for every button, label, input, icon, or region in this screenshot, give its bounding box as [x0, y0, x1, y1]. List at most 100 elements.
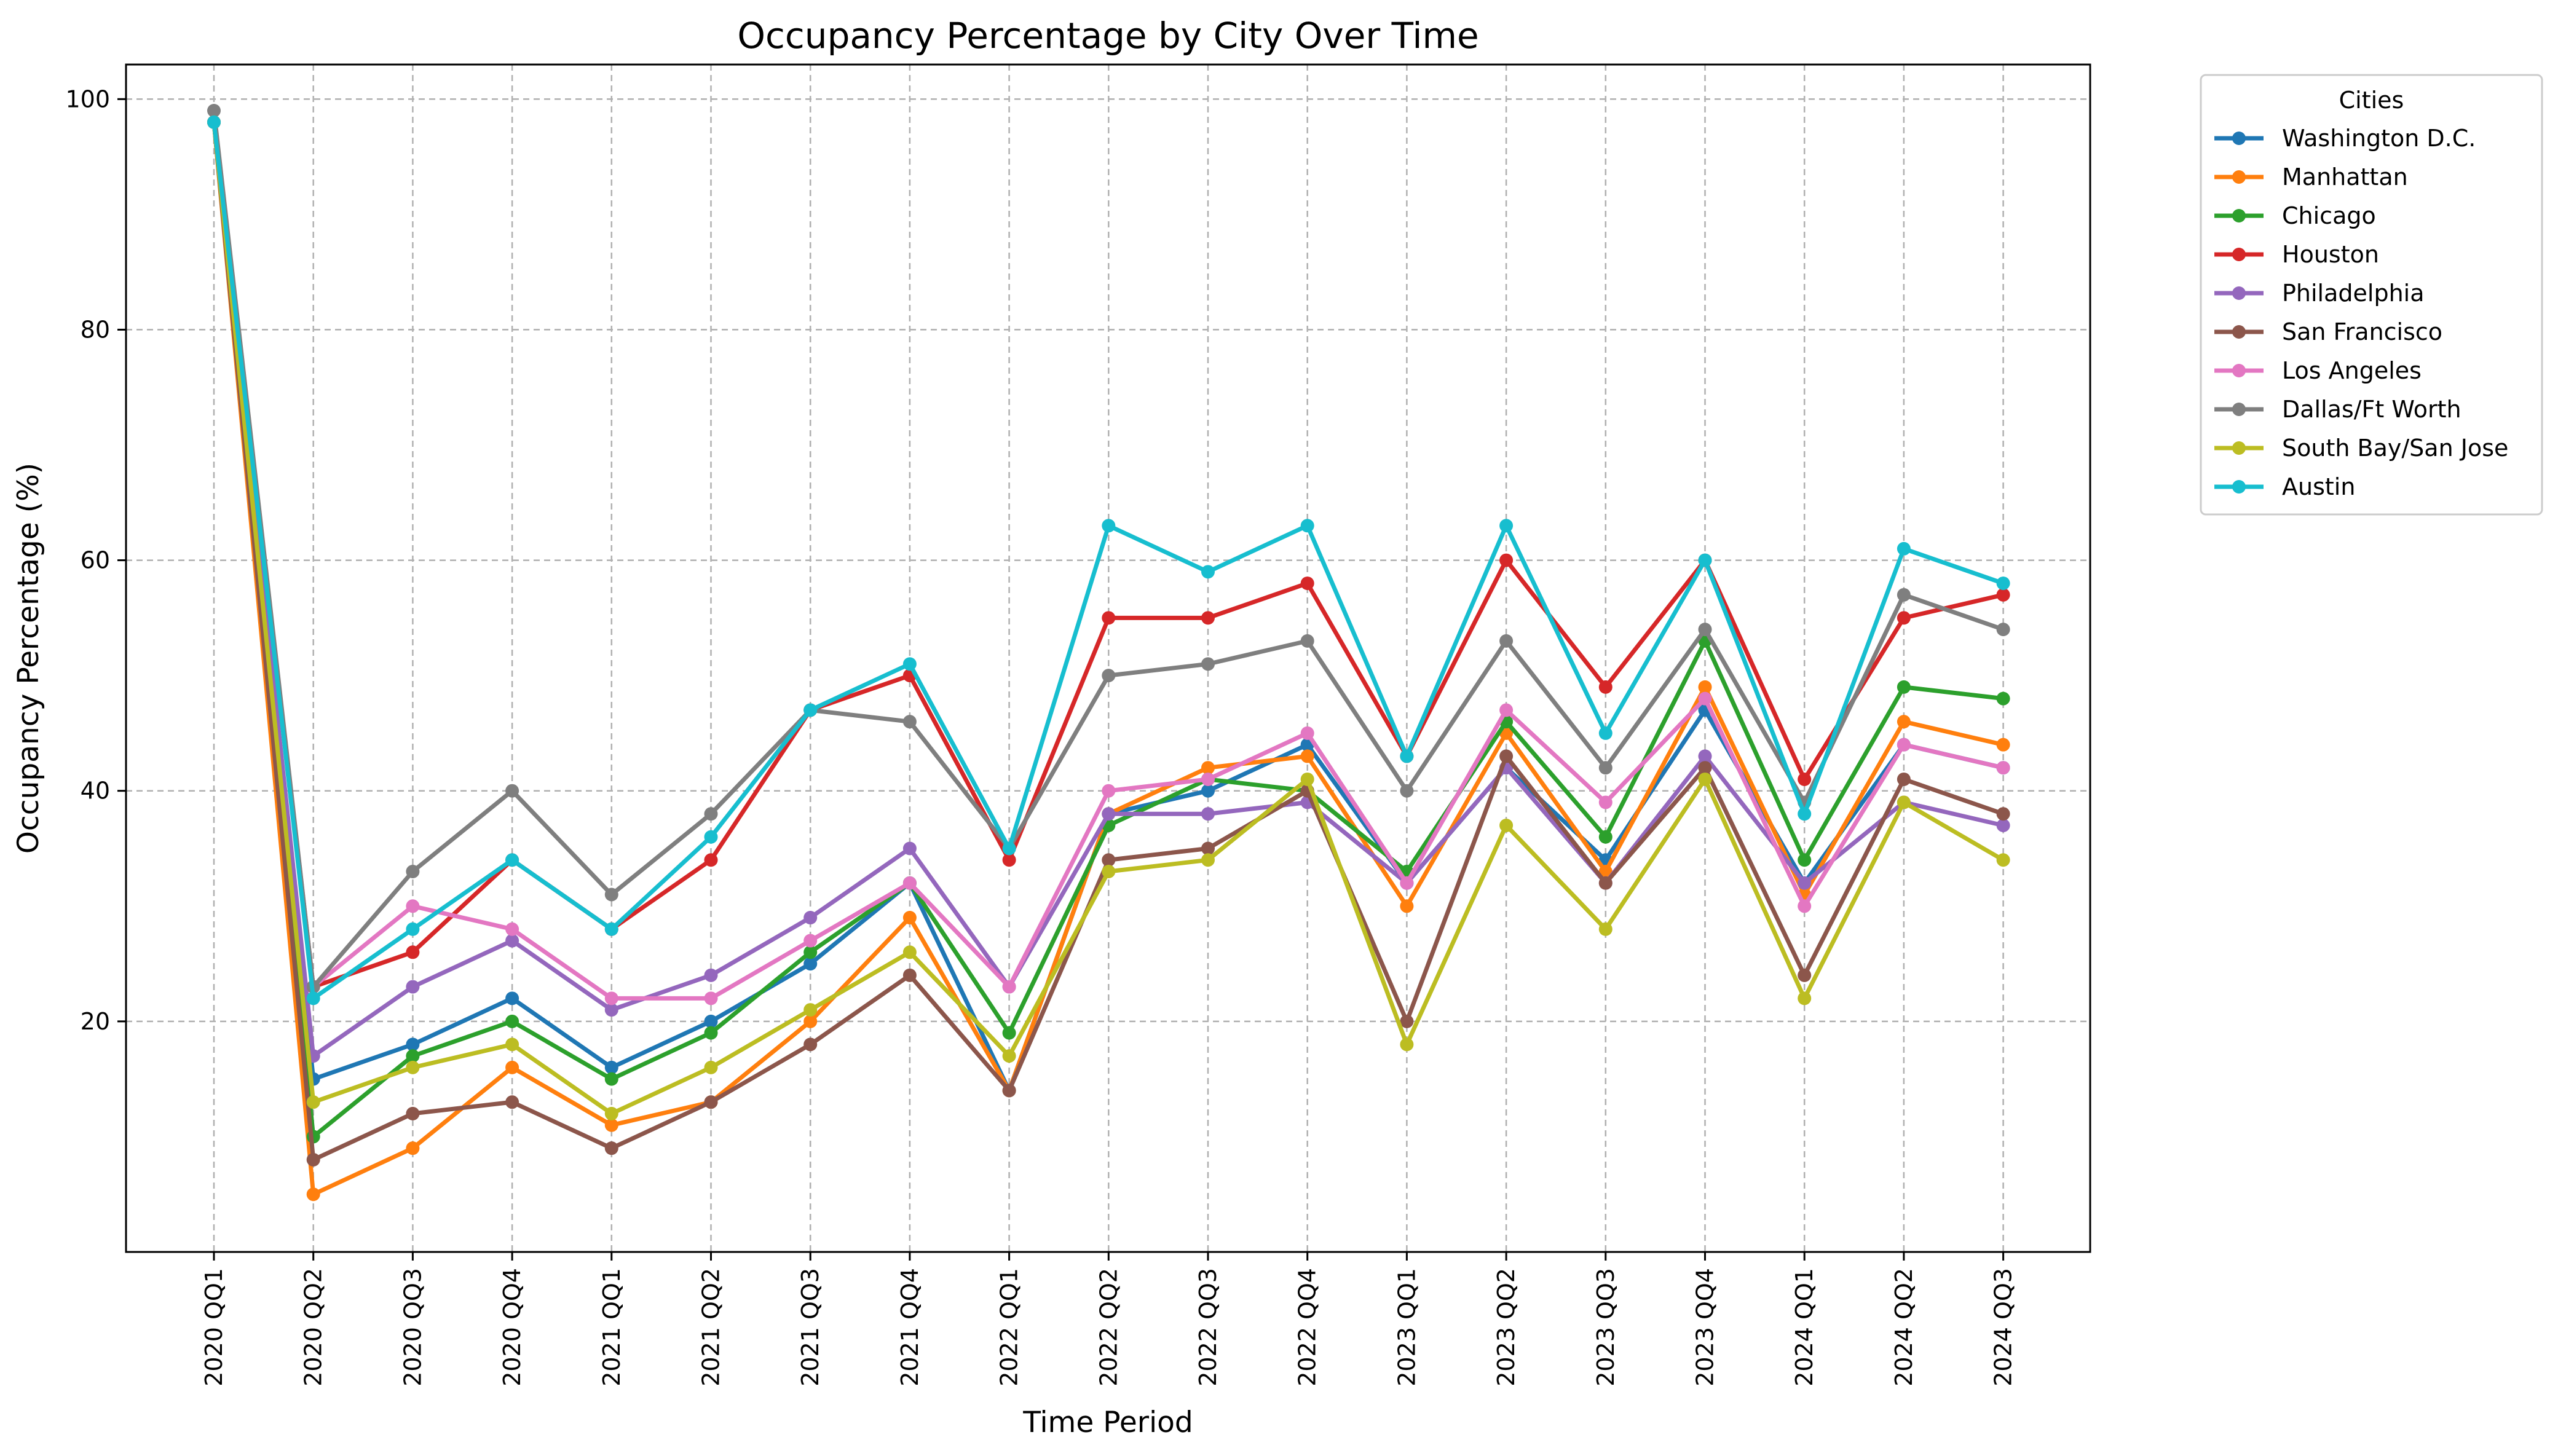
data-point: [1698, 680, 1712, 694]
data-point: [803, 1014, 818, 1028]
data-point: [604, 887, 618, 902]
data-point: [1300, 726, 1314, 740]
data-point: [406, 1049, 420, 1063]
legend-label: Philadelphia: [2282, 280, 2425, 307]
data-point: [1996, 691, 2010, 706]
x-tick-label: 2020 QQ1: [200, 1268, 227, 1387]
legend-item: Chicago: [2214, 202, 2376, 229]
data-point: [1102, 519, 1116, 533]
legend-label: Austin: [2282, 473, 2355, 500]
data-point: [1499, 703, 1514, 717]
data-point: [902, 715, 917, 729]
data-point: [1698, 553, 1712, 567]
data-point: [704, 807, 718, 821]
legend-box: [2200, 74, 2543, 516]
data-point: [1499, 634, 1514, 648]
data-point: [704, 1014, 718, 1028]
data-point: [406, 1037, 420, 1052]
y-axis: 20 40 60 80 100: [65, 85, 126, 1035]
data-point: [1996, 576, 2010, 591]
series-los-angeles: [207, 115, 2010, 1005]
data-point: [1499, 519, 1514, 533]
legend-swatch-marker: [2232, 286, 2246, 300]
data-point: [1400, 1014, 1414, 1028]
data-point: [1897, 611, 1911, 625]
chart-title: Occupancy Percentage by City Over Time: [737, 15, 1478, 57]
x-tick-label: 2020 QQ4: [499, 1268, 526, 1387]
data-point: [1897, 738, 1911, 752]
data-point: [1201, 657, 1215, 671]
data-point: [505, 853, 519, 867]
data-point: [803, 1003, 818, 1017]
legend-label: Manhattan: [2282, 163, 2408, 191]
data-point: [704, 1026, 718, 1040]
data-point: [902, 876, 917, 890]
data-point: [1698, 749, 1712, 763]
data-point: [505, 1014, 519, 1028]
legend-item: Philadelphia: [2214, 280, 2425, 307]
x-tick-label: 2020 QQ2: [300, 1268, 327, 1387]
data-point: [505, 991, 519, 1005]
data-point: [1300, 519, 1314, 533]
x-axis-label: Time Period: [1022, 1406, 1193, 1439]
data-point: [406, 1106, 420, 1120]
data-point: [306, 991, 320, 1005]
y-tick-label: 60: [81, 547, 110, 574]
series-philadelphia: [207, 115, 2010, 1063]
x-tick-label: 2022 QQ2: [1095, 1268, 1122, 1387]
data-point: [704, 830, 718, 844]
data-point: [1598, 922, 1613, 936]
legend-label: Los Angeles: [2282, 357, 2422, 384]
data-point: [1698, 761, 1712, 775]
legend: Cities Washington D.C. Manhattan Chicago Ho…: [2200, 74, 2543, 516]
x-tick-label: 2024 QQ3: [1990, 1268, 2017, 1387]
data-point: [1400, 749, 1414, 763]
data-point: [1201, 841, 1215, 856]
data-point: [803, 957, 818, 971]
data-point: [1400, 899, 1414, 913]
gridlines: [126, 65, 2090, 1252]
legend-label: Washington D.C.: [2282, 125, 2476, 152]
data-point: [1201, 807, 1215, 821]
legend-swatch-marker: [2232, 209, 2246, 222]
data-point: [1300, 576, 1314, 591]
data-point: [1996, 623, 2010, 637]
data-point: [604, 922, 618, 936]
data-point: [1698, 623, 1712, 637]
data-point: [1598, 680, 1613, 694]
x-tick-label: 2021 QQ4: [896, 1268, 923, 1387]
data-point: [902, 657, 917, 671]
data-point: [1499, 749, 1514, 763]
data-point: [1897, 680, 1911, 694]
x-tick-label: 2023 QQ2: [1493, 1268, 1520, 1387]
legend-swatch-marker: [2232, 441, 2246, 455]
data-point: [1002, 853, 1016, 867]
data-point: [1002, 1084, 1016, 1098]
data-point: [604, 1106, 618, 1120]
legend-item: South Bay/San Jose: [2214, 435, 2508, 462]
data-point: [1400, 784, 1414, 798]
data-point: [505, 934, 519, 948]
x-tick-label: 2023 QQ4: [1692, 1268, 1719, 1387]
data-point: [1102, 807, 1116, 821]
data-point: [704, 1060, 718, 1074]
data-point: [1996, 818, 2010, 832]
data-point: [406, 1060, 420, 1074]
x-tick-label: 2020 QQ3: [399, 1268, 426, 1387]
y-axis-label: Occupancy Percentage (%): [12, 463, 45, 854]
data-point: [1002, 1049, 1016, 1063]
data-point: [406, 899, 420, 913]
legend-swatch-marker: [2232, 248, 2246, 261]
legend-item: Austin: [2214, 473, 2355, 500]
series-san-francisco: [207, 115, 2010, 1167]
data-point: [604, 991, 618, 1005]
data-point: [604, 1118, 618, 1132]
legend-items: Washington D.C. Manhattan Chicago Houston Ph…: [2214, 125, 2508, 500]
x-tick-label: 2023 QQ3: [1592, 1268, 1619, 1387]
data-point: [1102, 865, 1116, 879]
data-point: [505, 1095, 519, 1109]
series-south-bay-san-jose: [207, 115, 2010, 1120]
legend-swatch-marker: [2232, 132, 2246, 145]
data-point: [604, 1141, 618, 1155]
data-point: [803, 1037, 818, 1052]
